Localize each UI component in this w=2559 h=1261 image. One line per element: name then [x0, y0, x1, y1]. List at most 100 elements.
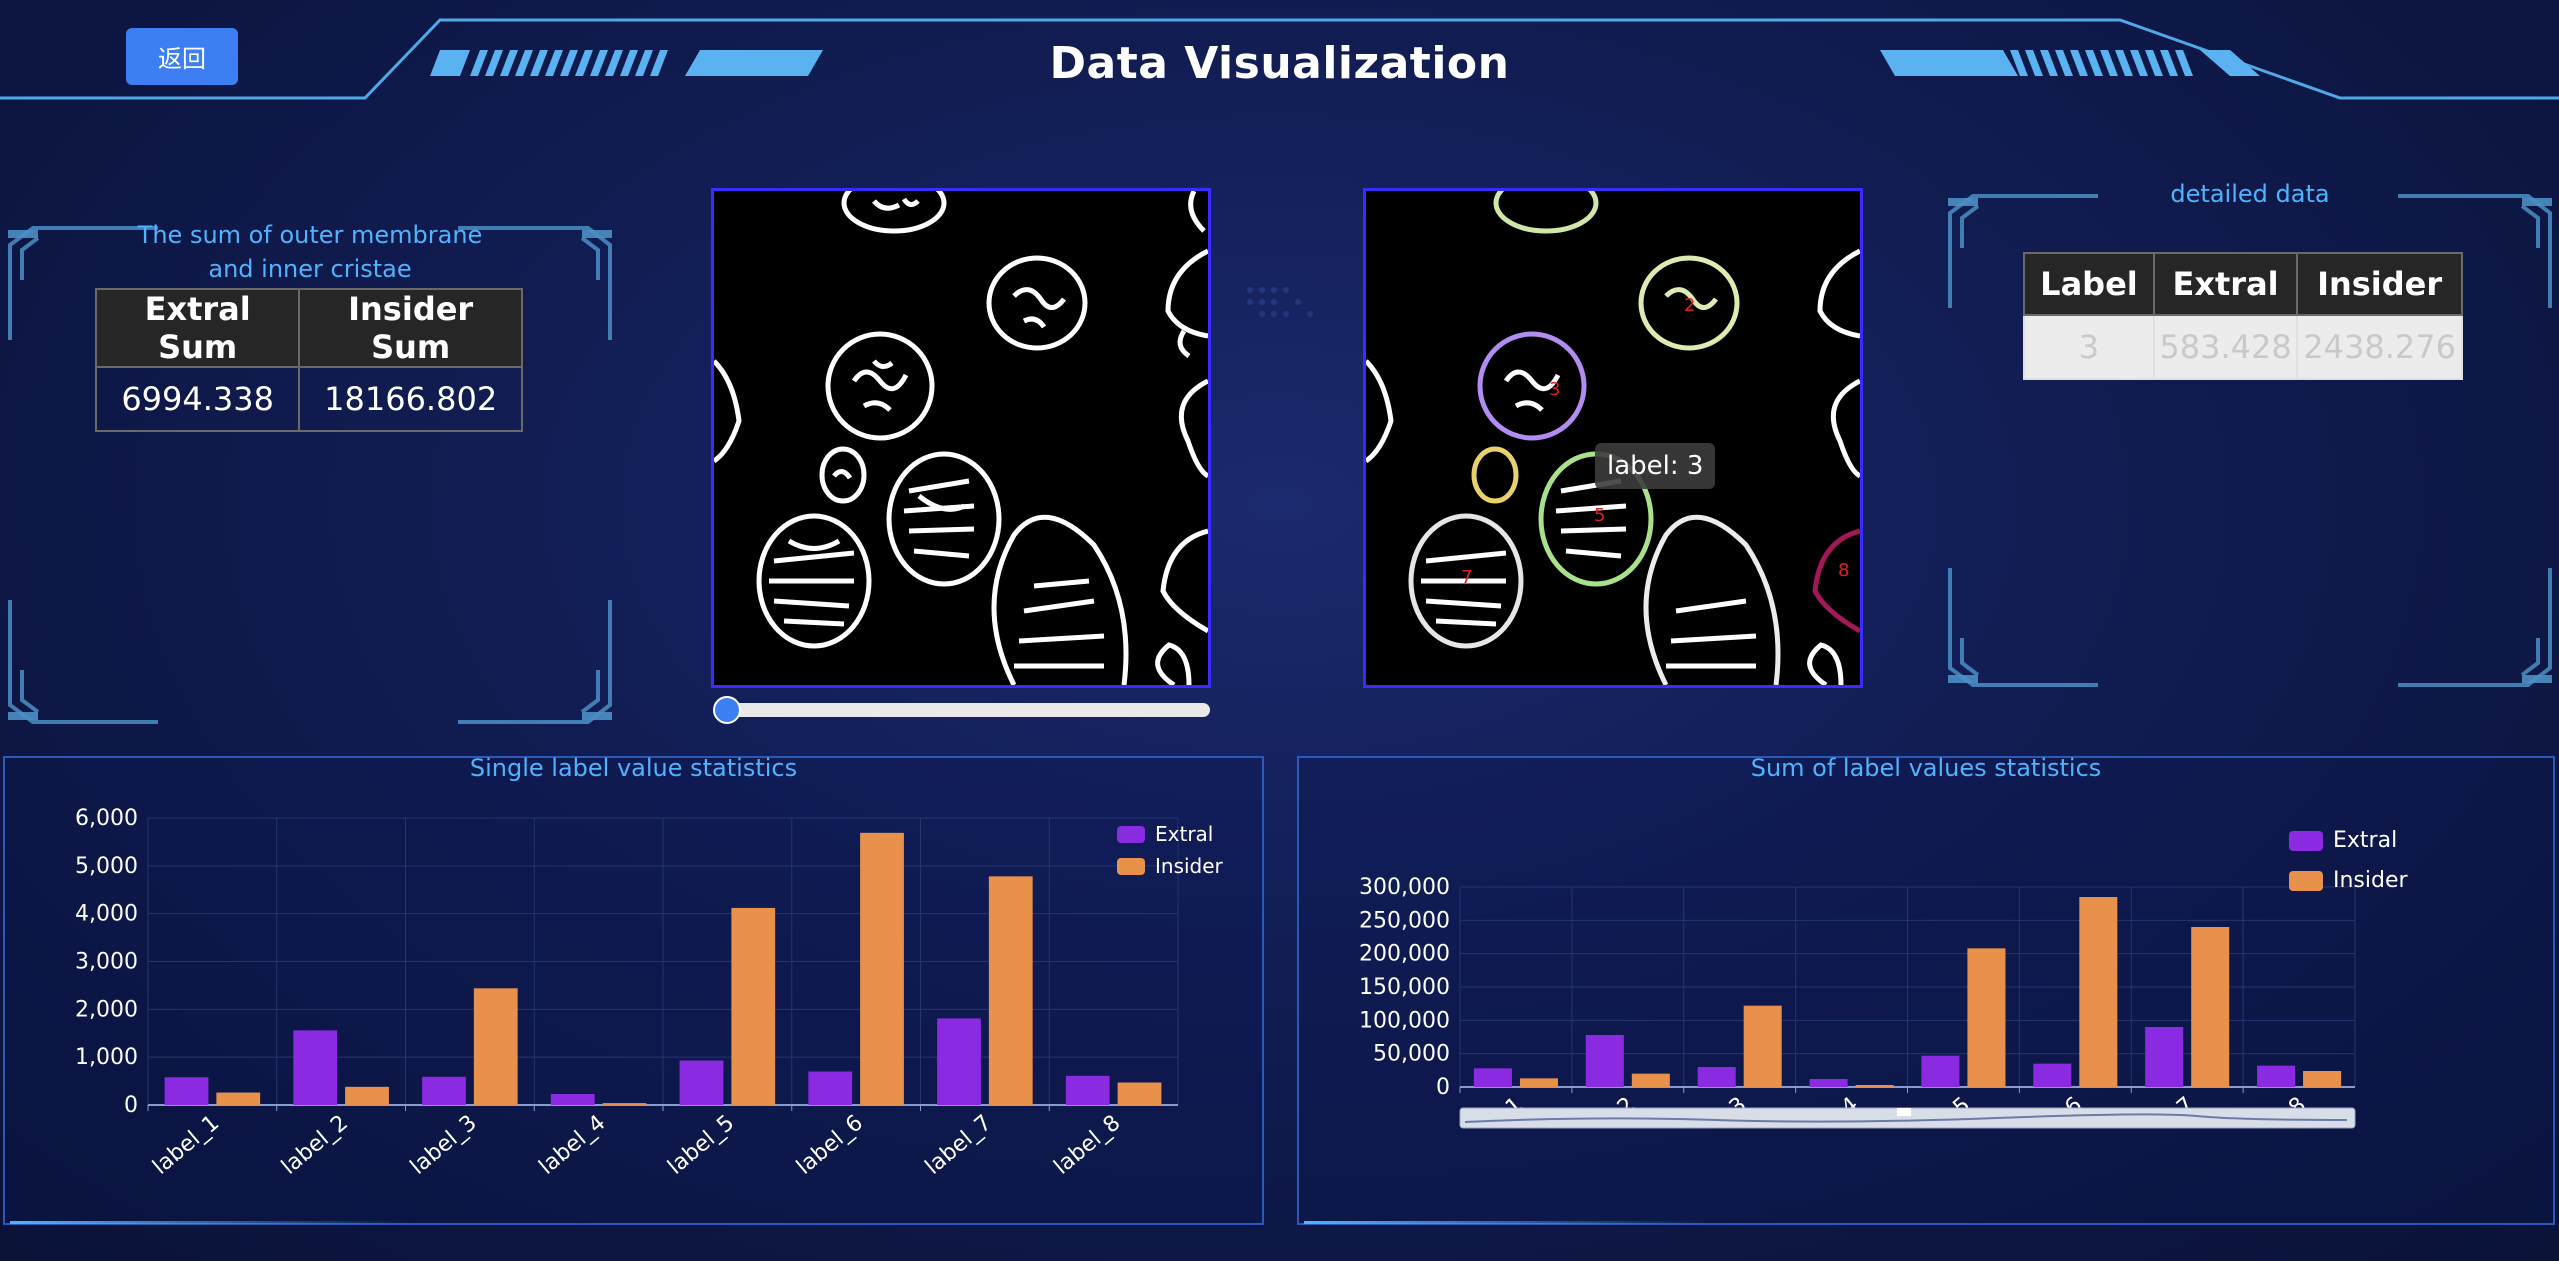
chart1-bottom-accent [10, 1221, 410, 1224]
back-button[interactable]: 返回 [126, 28, 238, 85]
original-image [711, 188, 1211, 688]
bar-extral-label_1 [164, 1077, 209, 1105]
bar-insider-label_1 [216, 1092, 261, 1105]
x-tick-label: label_8 [1050, 1110, 1126, 1179]
chart1-title: Single label value statistics [469, 754, 798, 782]
detail-table-header-insider: Insider [2296, 252, 2463, 316]
bar-insider-label_3 [473, 988, 518, 1105]
sum-panel-frame [8, 226, 612, 724]
bar-extral-label_4 [550, 1093, 595, 1105]
legend-swatch-insider [1117, 857, 1145, 875]
datazoom-handle [1897, 1108, 1911, 1116]
y-tick-label: 0 [124, 1093, 138, 1118]
bar-insider-8 [2303, 1071, 2342, 1087]
bar-insider-2 [1631, 1073, 1670, 1087]
segment-label-2: 2 [1684, 295, 1695, 316]
x-tick-label: label_1 [148, 1110, 224, 1179]
slice-slider-thumb[interactable] [713, 696, 741, 724]
chart2-bottom-accent [1304, 1221, 1704, 1224]
bar-extral-1 [1473, 1068, 1512, 1087]
sum-table-insider-value: 18166.802 [298, 366, 523, 432]
header-frame [0, 18, 2559, 100]
bar-insider-7 [2191, 927, 2230, 1087]
bar-insider-label_7 [988, 876, 1033, 1105]
chart2-legend-insider[interactable]: Insider [2289, 868, 2408, 893]
chart2-legend-extral[interactable]: Extral [2289, 828, 2397, 853]
bar-extral-5 [1921, 1055, 1960, 1087]
bar-insider-label_2 [345, 1086, 389, 1105]
y-tick-label: 6,000 [75, 806, 138, 831]
bar-insider-label_5 [731, 907, 776, 1105]
detail-panel-title: detailed data [2170, 180, 2330, 208]
bar-insider-label_6 [860, 832, 904, 1105]
detail-table-header-extral: Extral [2152, 252, 2299, 316]
sum-table-header-extral: Extral Sum [94, 288, 301, 368]
x-tick-label: label_6 [792, 1110, 868, 1179]
single-label-chart-panel [3, 756, 1264, 1225]
bar-insider-6 [2079, 897, 2118, 1087]
bar-extral-label_2 [293, 1030, 338, 1105]
x-tick-label: label_4 [535, 1110, 611, 1179]
segmented-image[interactable]: 2 3 5 7 8 [1363, 188, 1863, 688]
legend-swatch-extral [1117, 825, 1145, 843]
bar-extral-label_7 [937, 1018, 981, 1105]
bar-extral-6 [2033, 1063, 2072, 1087]
sum-table-header-insider: Insider Sum [298, 288, 523, 368]
x-tick-label: label_5 [663, 1110, 739, 1179]
y-tick-label: 300,000 [1359, 875, 1450, 900]
detail-table-extral-value: 583.428 [2152, 314, 2299, 380]
chart1-legend-extral[interactable]: Extral [1117, 822, 1213, 846]
y-tick-label: 2,000 [75, 997, 138, 1022]
y-tick-label: 50,000 [1373, 1042, 1450, 1067]
detail-panel-frame [1948, 194, 2552, 687]
decorative-map [1247, 287, 1313, 317]
x-tick-label: label_2 [277, 1110, 353, 1179]
chart1-legend-extral-label: Extral [1155, 822, 1214, 846]
segment-label-7: 7 [1461, 567, 1472, 588]
segment-label-3: 3 [1549, 379, 1560, 400]
y-tick-label: 250,000 [1359, 908, 1450, 933]
y-tick-label: 3,000 [75, 950, 138, 975]
x-tick-label: label_7 [921, 1110, 997, 1179]
bar-insider-label_4 [602, 1103, 647, 1105]
segment-label-8: 8 [1838, 560, 1849, 581]
bar-insider-5 [1967, 948, 2006, 1087]
bar-insider-1 [1519, 1078, 1558, 1087]
detail-table-header-label: Label [2023, 252, 2155, 316]
detail-table-label-value: 3 [2023, 314, 2155, 380]
label-tooltip: label: 3 [1595, 443, 1716, 489]
y-tick-label: 4,000 [75, 902, 138, 927]
detail-table-insider-value: 2438.276 [2296, 314, 2463, 380]
bar-extral-8 [2257, 1065, 2296, 1087]
sum-table-extral-value: 6994.338 [94, 366, 301, 432]
y-tick-label: 5,000 [75, 854, 138, 879]
sum-label-chart-panel [1297, 756, 2555, 1225]
chart2-legend-extral-label: Extral [2333, 828, 2398, 853]
legend-swatch-extral [2289, 830, 2323, 851]
chart2-title: Sum of label values statistics [1750, 754, 2102, 782]
slice-slider-track[interactable] [720, 703, 1210, 717]
bar-extral-3 [1697, 1067, 1736, 1087]
y-tick-label: 200,000 [1359, 942, 1450, 967]
bar-extral-2 [1585, 1035, 1624, 1087]
x-tick-label: label_3 [406, 1110, 482, 1179]
y-tick-label: 100,000 [1359, 1008, 1450, 1033]
bar-extral-4 [1809, 1079, 1848, 1087]
bar-extral-7 [2145, 1027, 2184, 1087]
y-tick-label: 1,000 [75, 1045, 138, 1070]
bar-insider-4 [1855, 1085, 1894, 1087]
bar-insider-3 [1743, 1005, 1782, 1087]
single-label-chart: 0 1,000 2,000 3,000 4,000 5,000 6,000 label_1 la… [75, 806, 1179, 1180]
chart2-legend-insider-label: Insider [2333, 868, 2408, 893]
page-title: Data Visualization [1049, 38, 1510, 89]
segment-label-5: 5 [1594, 505, 1605, 526]
sum-label-chart: 0 50,000 100,000 150,000 200,000 250,000 300,0… [1359, 875, 2356, 1129]
sum-table: Extral Sum Insider Sum 6994.338 18166.80… [94, 288, 523, 432]
bar-extral-label_6 [808, 1071, 853, 1105]
sum-panel-title: The sum of outer membrane and inner cris… [137, 221, 483, 283]
chart1-legend-insider[interactable]: Insider [1117, 854, 1223, 878]
bar-extral-label_3 [422, 1076, 466, 1105]
y-tick-label: 150,000 [1359, 975, 1450, 1000]
legend-swatch-insider [2289, 870, 2323, 891]
y-tick-label: 0 [1436, 1075, 1450, 1100]
